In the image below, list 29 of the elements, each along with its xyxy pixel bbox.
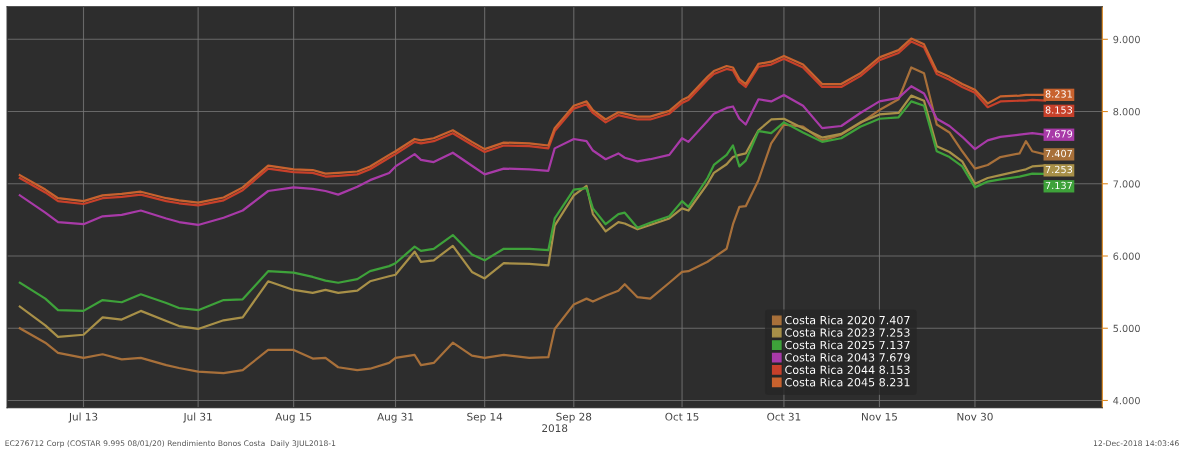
y-tick-label: 7.000 (1113, 180, 1140, 188)
y-tick-label: 9.000 (1113, 35, 1140, 44)
x-tick-label: Aug 31 (377, 412, 414, 423)
data-label: 7.137 (1045, 181, 1072, 190)
legend-label: Costa Rica 2025 7.137 (785, 340, 910, 350)
data-label: 7.407 (1045, 149, 1072, 158)
data-label: 8.153 (1045, 106, 1073, 114)
x-tick-label: Sep 14 (467, 412, 503, 423)
x-tick-label: Oct 15 (665, 412, 699, 421)
x-tick-label: Nov 30 (957, 412, 993, 421)
x-tick-label: Jul 13 (68, 412, 98, 423)
x-axis-title: 2018 (542, 424, 568, 433)
x-tick-label: Sep 28 (556, 412, 592, 423)
legend-label: Costa Rica 2044 8.153 (785, 365, 910, 374)
legend-label: Costa Rica 2045 8.231 (785, 377, 910, 387)
data-label: 8.231 (1045, 90, 1072, 98)
y-tick-label: 8.000 (1113, 108, 1140, 116)
legend-label: Costa Rica 2043 7.679 (785, 352, 910, 362)
data-label: 7.253 (1045, 165, 1073, 174)
x-tick-label: Nov 15 (862, 412, 897, 421)
x-tick-label: Oct 31 (767, 412, 801, 421)
legend-label: Costa Rica 2023 7.253 (785, 328, 910, 337)
y-tick-label: 5.000 (1113, 324, 1140, 333)
x-tick-label: Aug 15 (275, 412, 312, 423)
legend-label: Costa Rica 2020 7.407 (785, 315, 910, 325)
y-tick-label: 6.000 (1113, 252, 1140, 260)
data-label: 7.679 (1045, 130, 1073, 138)
y-tick-label: 4.000 (1113, 396, 1140, 405)
x-tick-label: Jul 31 (183, 412, 212, 423)
